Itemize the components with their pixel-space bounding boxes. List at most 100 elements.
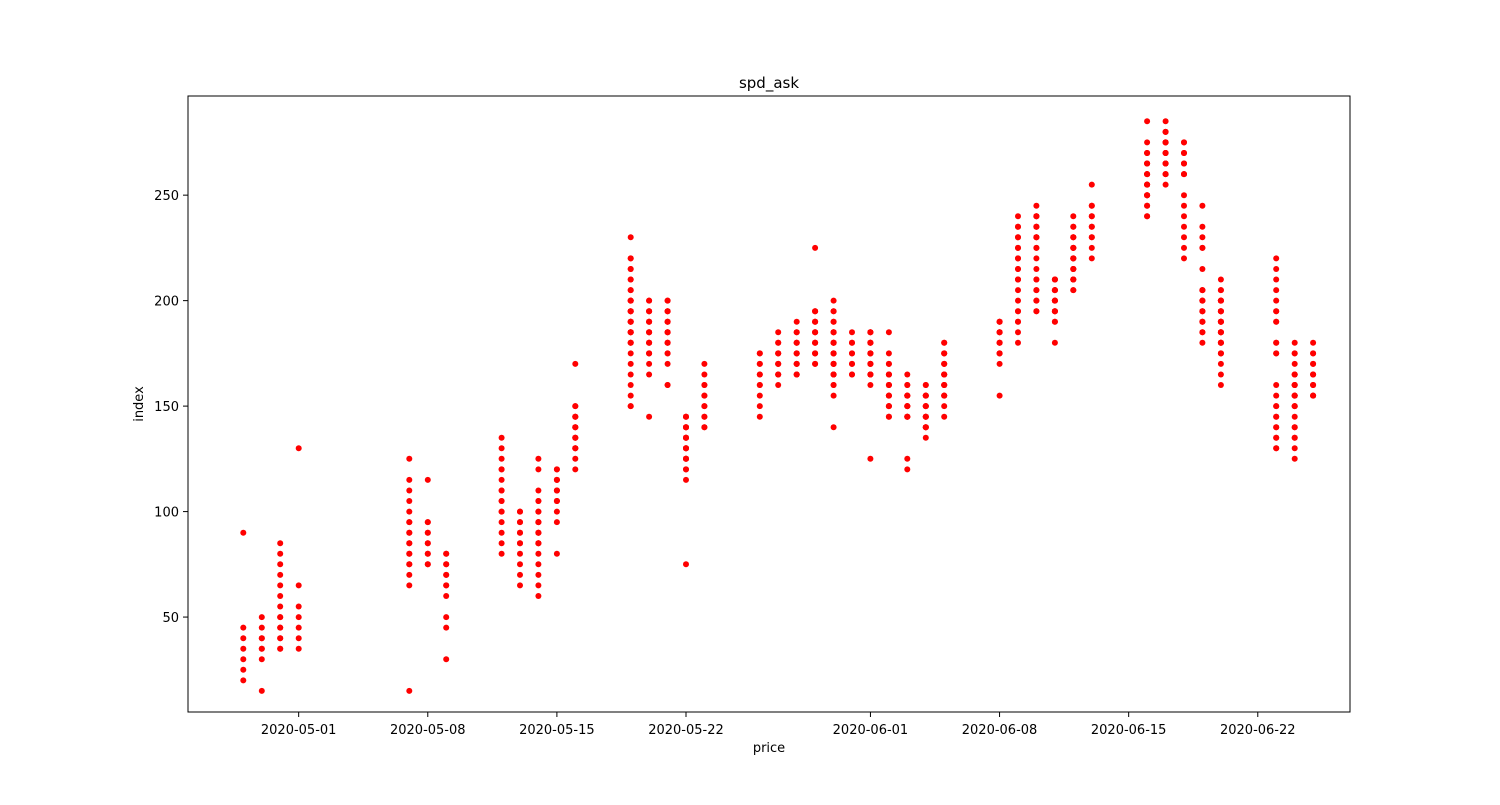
scatter-point: [756, 350, 763, 357]
scatter-point: [941, 413, 948, 420]
scatter-point: [498, 498, 505, 504]
scatter-point: [812, 339, 819, 346]
scatter-point: [830, 424, 837, 431]
scatter-point: [627, 339, 634, 346]
scatter-point: [1033, 308, 1040, 315]
scatter-point: [277, 582, 284, 589]
scatter-point: [1181, 202, 1187, 209]
scatter-point: [1273, 308, 1280, 315]
scatter-point: [517, 550, 523, 557]
scatter-point: [1070, 287, 1077, 294]
scatter-point: [1015, 276, 1021, 283]
scatter-point: [1070, 276, 1077, 283]
scatter-point: [498, 466, 505, 473]
scatter-point: [1162, 139, 1169, 146]
scatter-point: [295, 624, 302, 631]
scatter-point: [646, 308, 653, 315]
scatter-point: [553, 508, 560, 515]
scatter-point: [830, 297, 837, 304]
scatter-point: [572, 445, 579, 452]
scatter-point: [627, 308, 634, 315]
scatter-point: [295, 614, 302, 621]
scatter-point: [904, 382, 911, 388]
scatter-point: [535, 550, 542, 557]
scatter-point: [1199, 266, 1206, 272]
scatter-point: [553, 476, 560, 483]
scatter-point: [885, 360, 892, 367]
scatter-point: [1033, 297, 1040, 304]
scatter-point: [535, 582, 542, 589]
scatter-point: [830, 360, 837, 367]
scatter-point: [627, 234, 634, 241]
x-tick-label: 2020-05-01: [261, 723, 337, 738]
scatter-point: [535, 466, 542, 473]
x-tick-label: 2020-06-15: [1091, 723, 1167, 738]
scatter-point: [701, 424, 708, 431]
scatter-point: [793, 339, 800, 346]
y-tick-label: 250: [154, 189, 179, 204]
scatter-point: [1144, 118, 1151, 125]
x-tick-label: 2020-06-08: [962, 723, 1038, 738]
scatter-point: [1144, 181, 1151, 188]
scatter-point: [295, 445, 302, 452]
x-axis-label: price: [753, 741, 785, 756]
scatter-point: [1310, 382, 1317, 388]
scatter-point: [1217, 360, 1224, 367]
scatter-point: [443, 593, 450, 599]
scatter-point: [498, 508, 505, 515]
scatter-point: [830, 392, 837, 399]
scatter-point: [867, 455, 874, 462]
scatter-point: [996, 339, 1003, 346]
scatter-point: [867, 339, 874, 346]
scatter-point: [1088, 234, 1095, 241]
scatter-point: [1015, 244, 1021, 251]
scatter-point: [498, 550, 505, 557]
scatter-point: [1199, 318, 1206, 325]
scatter-point: [1015, 266, 1021, 272]
scatter-point: [1199, 202, 1206, 209]
scatter-point: [240, 656, 247, 663]
scatter-point: [1051, 297, 1058, 304]
y-axis-label: index: [132, 386, 147, 422]
scatter-point: [830, 329, 837, 336]
scatter-point: [1217, 287, 1224, 294]
scatter-point: [1291, 350, 1298, 357]
scatter-point: [517, 571, 523, 578]
scatter-point: [683, 434, 689, 441]
scatter-point: [627, 276, 634, 283]
scatter-point: [406, 540, 413, 547]
scatter-point: [1162, 150, 1169, 156]
scatter-point: [1273, 434, 1280, 441]
scatter-point: [498, 434, 505, 441]
scatter-point: [1273, 276, 1280, 283]
scatter-point: [627, 297, 634, 304]
scatter-point: [424, 476, 431, 483]
scatter-point: [793, 360, 800, 367]
scatter-point: [443, 561, 450, 568]
scatter-point: [1144, 213, 1151, 220]
scatter-point: [1199, 308, 1206, 315]
scatter-point: [683, 424, 689, 431]
scatter-point: [277, 593, 284, 599]
scatter-point: [867, 329, 874, 336]
scatter-point: [627, 403, 634, 410]
scatter-point: [793, 318, 800, 325]
scatter-point: [1088, 213, 1095, 220]
scatter-point: [1217, 382, 1224, 388]
scatter-point: [1088, 244, 1095, 251]
scatter-point: [793, 329, 800, 336]
scatter-point: [885, 403, 892, 410]
scatter-point: [553, 550, 560, 557]
scatter-point: [1273, 266, 1280, 272]
scatter-point: [1033, 255, 1040, 262]
scatter-point: [1070, 266, 1077, 272]
scatter-point: [1273, 424, 1280, 431]
scatter-point: [922, 382, 929, 388]
scatter-point: [830, 339, 837, 346]
scatter-point: [572, 424, 579, 431]
scatter-point: [406, 687, 413, 694]
scatter-point: [1181, 234, 1187, 241]
scatter-point: [1199, 287, 1206, 294]
scatter-point: [517, 519, 523, 526]
